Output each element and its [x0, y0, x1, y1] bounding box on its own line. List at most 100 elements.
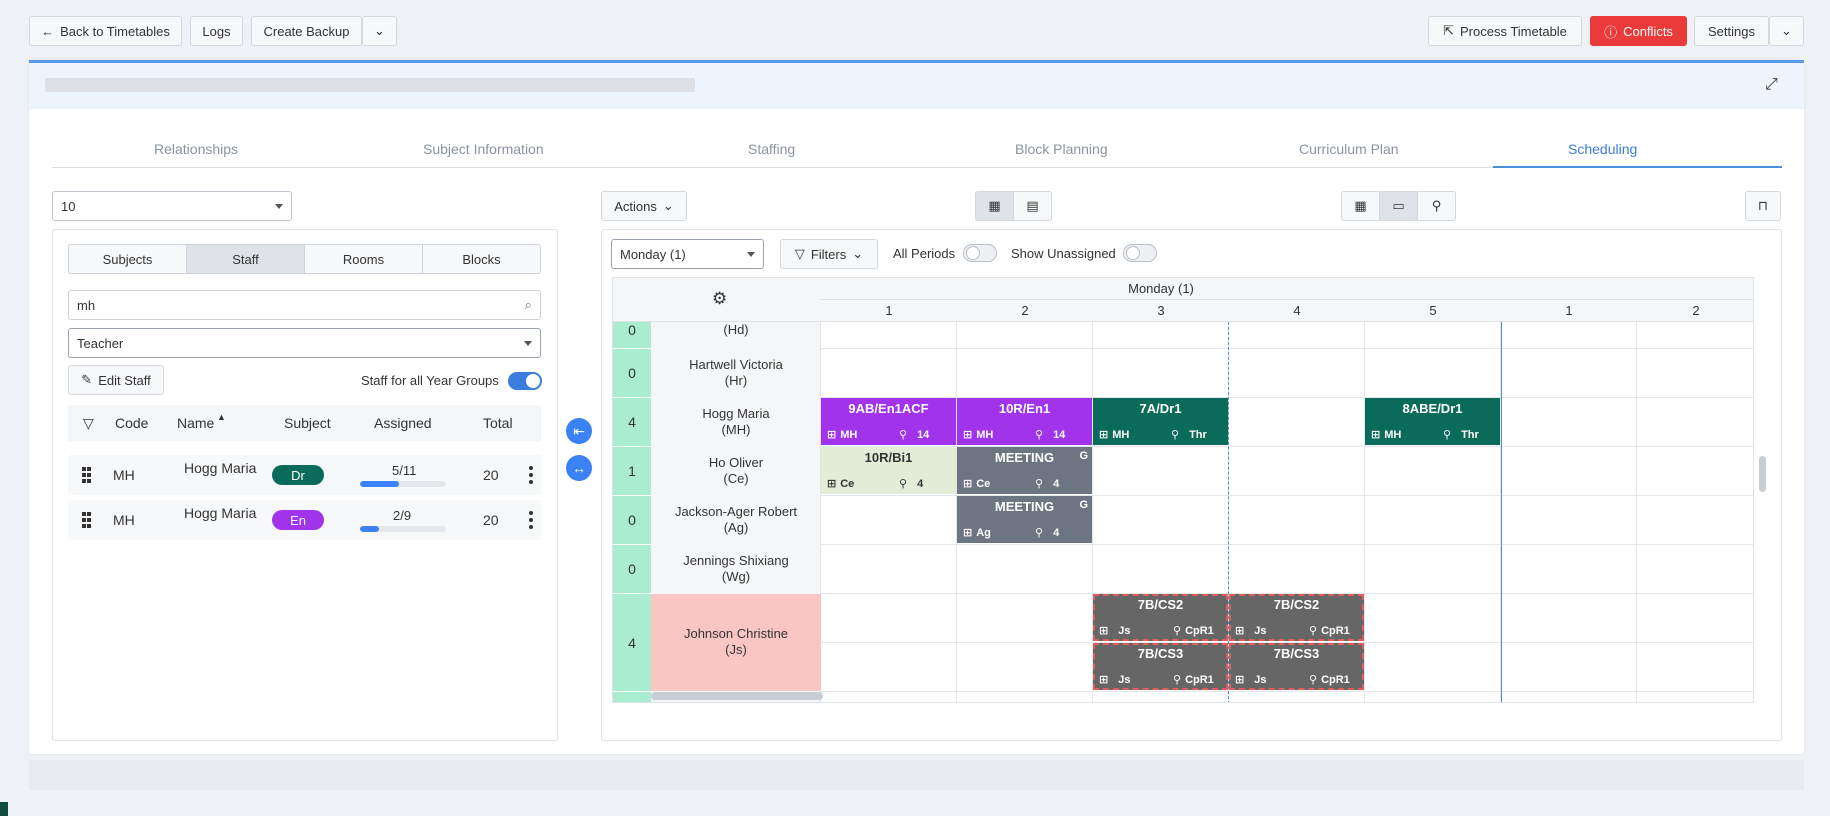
conflicts-button[interactable]: ⓘ Conflicts: [1590, 16, 1687, 46]
grid-cell[interactable]: [1501, 594, 1637, 643]
tab-staffing[interactable]: Staffing: [748, 141, 796, 157]
show-unassigned-toggle[interactable]: [1123, 244, 1157, 262]
grid-cell[interactable]: [1229, 692, 1365, 702]
conflict-lesson-card[interactable]: 7B/CS2 ⊞ Js ⚲ CpR1: [1093, 594, 1228, 641]
filters-button[interactable]: ▽ Filters ⌄: [780, 239, 878, 269]
drag-handle-icon[interactable]: [82, 467, 92, 485]
grid-cell[interactable]: [1501, 692, 1637, 702]
segment-subjects[interactable]: Subjects: [68, 244, 187, 274]
grid-cell[interactable]: [1501, 447, 1637, 496]
grid-cell[interactable]: [1501, 545, 1637, 594]
segment-staff[interactable]: Staff: [186, 244, 305, 274]
grid-cell[interactable]: [1365, 349, 1501, 398]
grid-cell[interactable]: [1501, 496, 1637, 545]
edit-staff-button[interactable]: ✎ Edit Staff: [68, 365, 164, 395]
grid-cell[interactable]: [957, 692, 1093, 702]
grid-cell[interactable]: [957, 447, 1093, 496]
collapse-left-icon[interactable]: ⇤: [566, 418, 592, 444]
actions-button[interactable]: Actions ⌄: [601, 191, 687, 221]
lesson-card[interactable]: 10R/Bi1 ⊞ Ce ⚲ 4: [821, 447, 956, 494]
grid-cell[interactable]: [821, 447, 957, 496]
grid-cell[interactable]: [821, 496, 957, 545]
tab-relationships[interactable]: Relationships: [154, 141, 239, 157]
bookmark-button[interactable]: ⊓: [1745, 191, 1781, 221]
settings-button[interactable]: Settings: [1694, 16, 1769, 46]
column-assigned[interactable]: Assigned: [374, 415, 432, 431]
column-subject[interactable]: Subject: [284, 415, 331, 431]
drag-handle-icon[interactable]: [82, 512, 92, 530]
grid-cell[interactable]: [1229, 496, 1365, 545]
grid-cell[interactable]: [1365, 447, 1501, 496]
view-grid-button[interactable]: ▦: [975, 191, 1014, 221]
grid-cell[interactable]: [821, 643, 957, 692]
tab-subject-information[interactable]: Subject Information: [423, 141, 544, 157]
grid-cell[interactable]: [1229, 643, 1365, 692]
table-row[interactable]: MH Hogg Maria Dr 5/11 20: [68, 455, 541, 495]
grid-cell[interactable]: [1637, 447, 1753, 496]
calendar-view-button[interactable]: ▦: [1341, 191, 1380, 221]
grid-cell[interactable]: [1229, 594, 1365, 643]
all-year-groups-toggle[interactable]: [508, 372, 542, 390]
grid-cell[interactable]: [1501, 349, 1637, 398]
room-view-button[interactable]: ⚲: [1417, 191, 1456, 221]
grid-cell[interactable]: [821, 594, 957, 643]
lesson-card[interactable]: 8ABE/Dr1 ⊞ MH ⚲ Thr: [1365, 398, 1500, 445]
back-to-timetables-button[interactable]: ← Back to Timetables: [29, 16, 182, 46]
lesson-card[interactable]: 10R/En1 ⊞ MH ⚲ 14: [957, 398, 1092, 445]
grid-cell[interactable]: [1093, 496, 1229, 545]
grid-cell[interactable]: [1093, 447, 1229, 496]
grid-cell[interactable]: [957, 643, 1093, 692]
staff-view-button[interactable]: ▭: [1379, 191, 1418, 221]
staff-search-input[interactable]: mh ⌕: [68, 290, 541, 320]
grid-cell[interactable]: [957, 545, 1093, 594]
meeting-card[interactable]: MEETING G ⊞ Ag ⚲ 4: [957, 496, 1092, 543]
vertical-scrollbar[interactable]: [1759, 456, 1766, 492]
grid-cell[interactable]: [1229, 447, 1365, 496]
grid-cell[interactable]: [1637, 692, 1753, 702]
grid-cell[interactable]: [1365, 322, 1501, 349]
grid-cell[interactable]: [1501, 398, 1637, 447]
grid-cell[interactable]: [1093, 349, 1229, 398]
more-options-icon[interactable]: [529, 511, 533, 532]
process-timetable-button[interactable]: ⇱ Process Timetable: [1428, 16, 1582, 46]
horizontal-scrollbar[interactable]: [651, 692, 823, 700]
grid-cell[interactable]: [821, 322, 957, 349]
conflict-lesson-card[interactable]: 7B/CS3 ⊞ Js ⚲ CpR1: [1093, 643, 1228, 690]
column-name[interactable]: Name: [177, 415, 215, 431]
grid-cell[interactable]: [957, 322, 1093, 349]
segment-rooms[interactable]: Rooms: [304, 244, 423, 274]
expand-icon[interactable]: ⤢: [1765, 76, 1778, 93]
column-code[interactable]: Code: [115, 415, 149, 431]
lesson-card[interactable]: 9AB/En1ACF ⊞ MH ⚲ 14: [821, 398, 956, 445]
grid-cell[interactable]: [1637, 398, 1753, 447]
grid-cell[interactable]: [1229, 398, 1365, 447]
tab-scheduling[interactable]: Scheduling: [1568, 141, 1638, 157]
more-options-icon[interactable]: [529, 466, 533, 487]
create-backup-button[interactable]: Create Backup: [251, 16, 362, 46]
grid-cell[interactable]: [1365, 692, 1501, 702]
grid-cell[interactable]: [1501, 322, 1637, 349]
expand-both-icon[interactable]: ↔: [566, 455, 592, 481]
grid-cell[interactable]: [1365, 496, 1501, 545]
grid-cell[interactable]: [1365, 398, 1501, 447]
grid-cell[interactable]: [957, 594, 1093, 643]
day-select[interactable]: Monday (1): [611, 239, 764, 269]
grid-cell[interactable]: [1637, 545, 1753, 594]
filter-icon[interactable]: ▽: [83, 415, 94, 431]
grid-cell[interactable]: [957, 496, 1093, 545]
settings-dropdown-button[interactable]: ⌄: [1769, 16, 1804, 46]
role-select[interactable]: Teacher: [68, 328, 541, 358]
grid-cell[interactable]: [1365, 643, 1501, 692]
grid-cell[interactable]: [957, 349, 1093, 398]
grid-cell[interactable]: [1229, 349, 1365, 398]
view-list-button[interactable]: ▤: [1013, 191, 1052, 221]
grid-cell[interactable]: [1637, 322, 1753, 349]
segment-blocks[interactable]: Blocks: [422, 244, 541, 274]
grid-cell[interactable]: [1365, 545, 1501, 594]
grid-cell[interactable]: [1093, 322, 1229, 349]
backup-dropdown-button[interactable]: ⌄: [362, 16, 397, 46]
grid-cell[interactable]: [821, 692, 957, 702]
grid-cell[interactable]: [1229, 545, 1365, 594]
grid-cell[interactable]: [1637, 594, 1753, 643]
grid-cell[interactable]: [1093, 692, 1229, 702]
